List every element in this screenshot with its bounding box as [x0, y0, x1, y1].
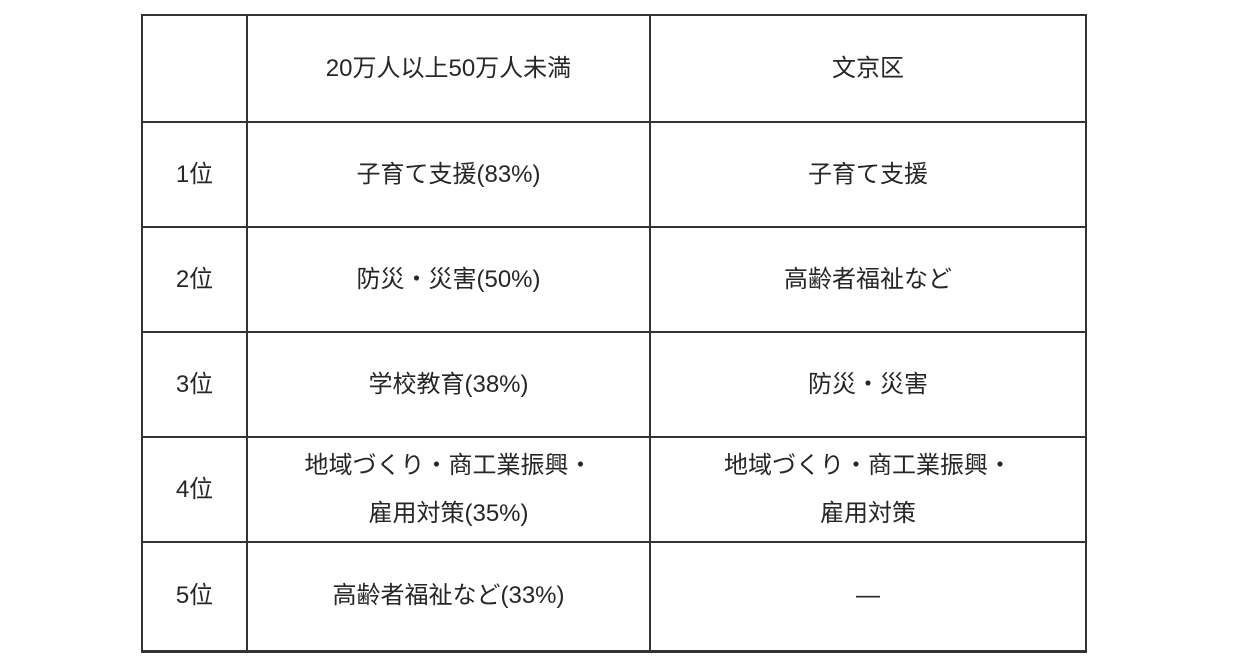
- population-group-cell: 高齢者福祉など(33%): [246, 541, 651, 652]
- population-group-cell: 子育て支援(83%): [246, 121, 651, 228]
- table-row-rank2: 2位 防災・災害(50%) 高齢者福祉など: [141, 226, 1087, 333]
- rank-cell: 1位: [141, 121, 248, 228]
- rank-cell: 5位: [141, 541, 248, 652]
- bunkyo-cell: 子育て支援: [649, 121, 1087, 228]
- population-group-cell: 防災・災害(50%): [246, 226, 651, 333]
- rank-cell: 2位: [141, 226, 248, 333]
- bunkyo-cell: ―: [649, 541, 1087, 652]
- header-cell-population-group: 20万人以上50万人未満: [246, 14, 651, 123]
- bunkyo-cell: 地域づくり・商工業振興・ 雇用対策: [649, 436, 1087, 543]
- population-group-cell: 地域づくり・商工業振興・ 雇用対策(35%): [246, 436, 651, 543]
- bunkyo-cell: 高齢者福祉など: [649, 226, 1087, 333]
- rank-cell: 4位: [141, 436, 248, 543]
- bunkyo-cell: 防災・災害: [649, 331, 1087, 438]
- header-cell-rank: [141, 14, 248, 123]
- table-row-rank1: 1位 子育て支援(83%) 子育て支援: [141, 121, 1087, 228]
- header-cell-bunkyo: 文京区: [649, 14, 1087, 123]
- table-row-rank4: 4位 地域づくり・商工業振興・ 雇用対策(35%) 地域づくり・商工業振興・ 雇…: [141, 436, 1087, 543]
- ranking-table: 20万人以上50万人未満 文京区 1位 子育て支援(83%) 子育て支援 2位 …: [141, 14, 1087, 653]
- rank-cell: 3位: [141, 331, 248, 438]
- header-row: 20万人以上50万人未満 文京区: [141, 14, 1087, 123]
- table-row-rank5: 5位 高齢者福祉など(33%) ―: [141, 541, 1087, 652]
- population-group-cell: 学校教育(38%): [246, 331, 651, 438]
- table-row-rank3: 3位 学校教育(38%) 防災・災害: [141, 331, 1087, 438]
